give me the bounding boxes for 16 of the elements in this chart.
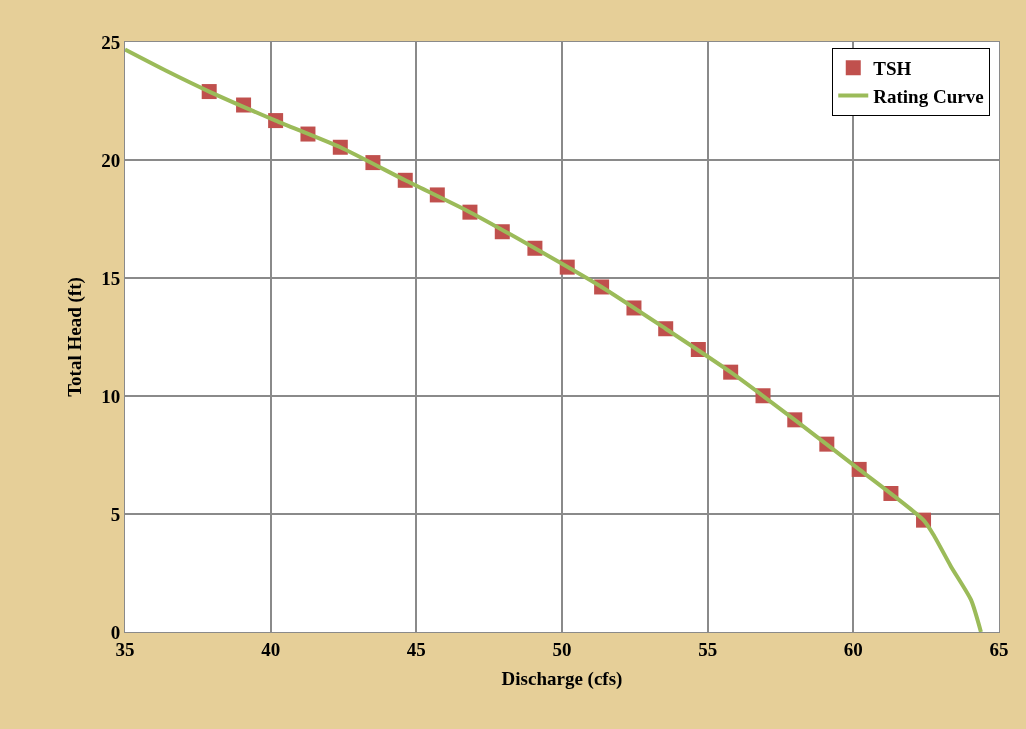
legend-label: Rating Curve xyxy=(873,85,984,107)
x-tick-label: 50 xyxy=(552,638,572,660)
y-tick-label: 10 xyxy=(101,385,121,407)
x-tick-label: 65 xyxy=(989,638,1009,660)
legend-label: TSH xyxy=(873,58,912,80)
x-tick-label: 40 xyxy=(261,638,281,660)
x-tick-label: 60 xyxy=(843,638,863,660)
y-tick-label: 15 xyxy=(101,267,121,289)
x-axis-title: Discharge (cfs) xyxy=(501,667,623,690)
x-tick-label: 55 xyxy=(698,638,718,660)
y-tick-label: 20 xyxy=(101,149,121,171)
y-tick-label: 5 xyxy=(110,503,121,525)
y-tick-label: 25 xyxy=(101,31,121,53)
x-tick-label: 45 xyxy=(406,638,426,660)
y-axis-title: Total Head (ft) xyxy=(64,277,87,397)
line-series xyxy=(125,47,983,632)
